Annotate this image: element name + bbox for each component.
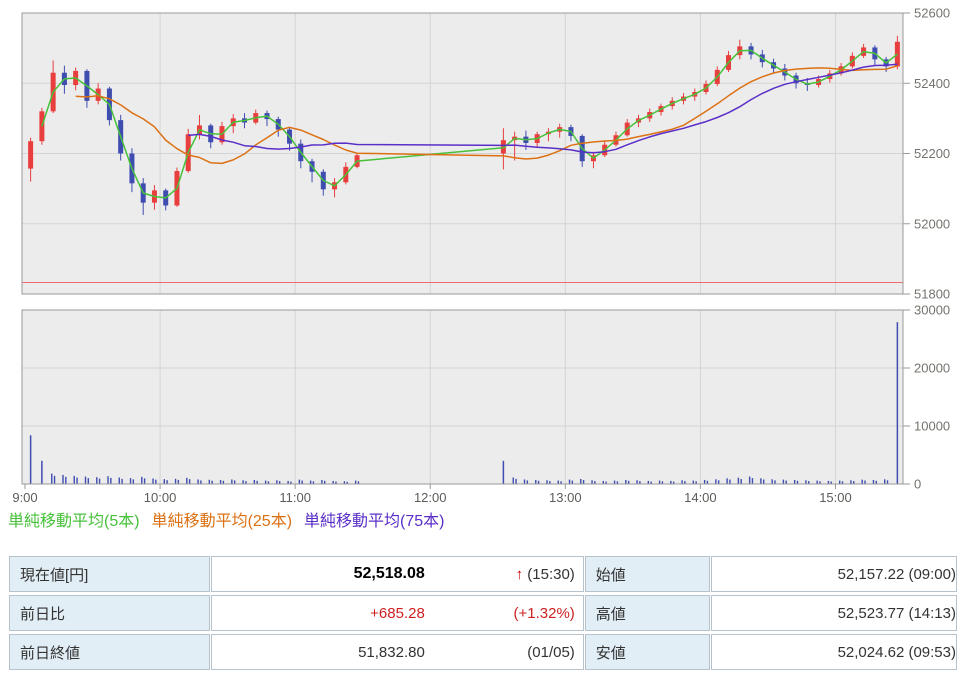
svg-text:9:00: 9:00 xyxy=(12,490,37,505)
change-value: +685.28 xyxy=(370,604,425,622)
table-row: 前日比 +685.28 (+1.32%) 高値 52,523.77 (14:13… xyxy=(9,595,957,631)
chart-legend: 単純移動平均(5本) 単純移動平均(25本) 単純移動平均(75本) xyxy=(8,511,445,533)
legend-ma75: 単純移動平均(75本) xyxy=(304,513,445,530)
label-previous-close: 前日終値 xyxy=(9,634,210,670)
low-price: 52,024.62 (09:53) xyxy=(711,634,957,670)
svg-text:10:00: 10:00 xyxy=(144,490,177,505)
svg-text:52200: 52200 xyxy=(914,146,950,161)
svg-text:13:00: 13:00 xyxy=(549,490,582,505)
svg-text:0: 0 xyxy=(914,477,921,492)
label-current-price: 現在値[円] xyxy=(9,556,210,592)
ma-line-0 xyxy=(41,49,898,199)
volume-plot-area xyxy=(22,310,903,484)
current-price-time: (15:30) xyxy=(527,565,575,583)
svg-text:52000: 52000 xyxy=(914,216,950,231)
svg-text:12:00: 12:00 xyxy=(414,490,447,505)
quote-table: 現在値[円] 52,518.08 ↑ (15:30) 始値 52,157.22 … xyxy=(8,553,958,673)
current-price: 52,518.08 xyxy=(353,565,425,582)
previous-close-date: (01/05) xyxy=(527,643,575,661)
ma-line-1 xyxy=(75,65,898,165)
change-percent: (+1.32%) xyxy=(513,604,575,622)
current-price-cell: 52,518.08 ↑ (15:30) xyxy=(210,556,584,592)
previous-close-cell: 51,832.80 (01/05) xyxy=(210,634,584,670)
svg-text:20000: 20000 xyxy=(914,361,950,376)
svg-text:30000: 30000 xyxy=(914,303,950,318)
label-open-price: 始値 xyxy=(584,556,711,592)
svg-text:15:00: 15:00 xyxy=(819,490,852,505)
ma-line-2 xyxy=(188,63,898,154)
svg-text:52400: 52400 xyxy=(914,76,950,91)
label-high-price: 高値 xyxy=(584,595,711,631)
table-row: 前日終値 51,832.80 (01/05) 安値 52,024.62 (09:… xyxy=(9,634,957,670)
previous-close-value: 51,832.80 xyxy=(358,643,425,661)
volume-plot-border xyxy=(21,309,904,485)
svg-text:51800: 51800 xyxy=(914,287,950,302)
volume-bars-group xyxy=(29,322,899,484)
change-cell: +685.28 (+1.32%) xyxy=(210,595,584,631)
legend-ma5: 単純移動平均(5本) xyxy=(8,513,140,530)
table-row: 現在値[円] 52,518.08 ↑ (15:30) 始値 52,157.22 … xyxy=(9,556,957,592)
gridlines xyxy=(22,12,903,484)
svg-text:52600: 52600 xyxy=(914,6,950,21)
high-price: 52,523.77 (14:13) xyxy=(711,595,957,631)
svg-text:14:00: 14:00 xyxy=(684,490,717,505)
label-change: 前日比 xyxy=(9,595,210,631)
label-low-price: 安値 xyxy=(584,634,711,670)
legend-ma25: 単純移動平均(25本) xyxy=(151,513,293,530)
up-arrow-icon: ↑ xyxy=(515,565,524,583)
svg-text:11:00: 11:00 xyxy=(279,490,311,505)
svg-text:10000: 10000 xyxy=(914,419,950,434)
open-price: 52,157.22 (09:00) xyxy=(711,556,957,592)
